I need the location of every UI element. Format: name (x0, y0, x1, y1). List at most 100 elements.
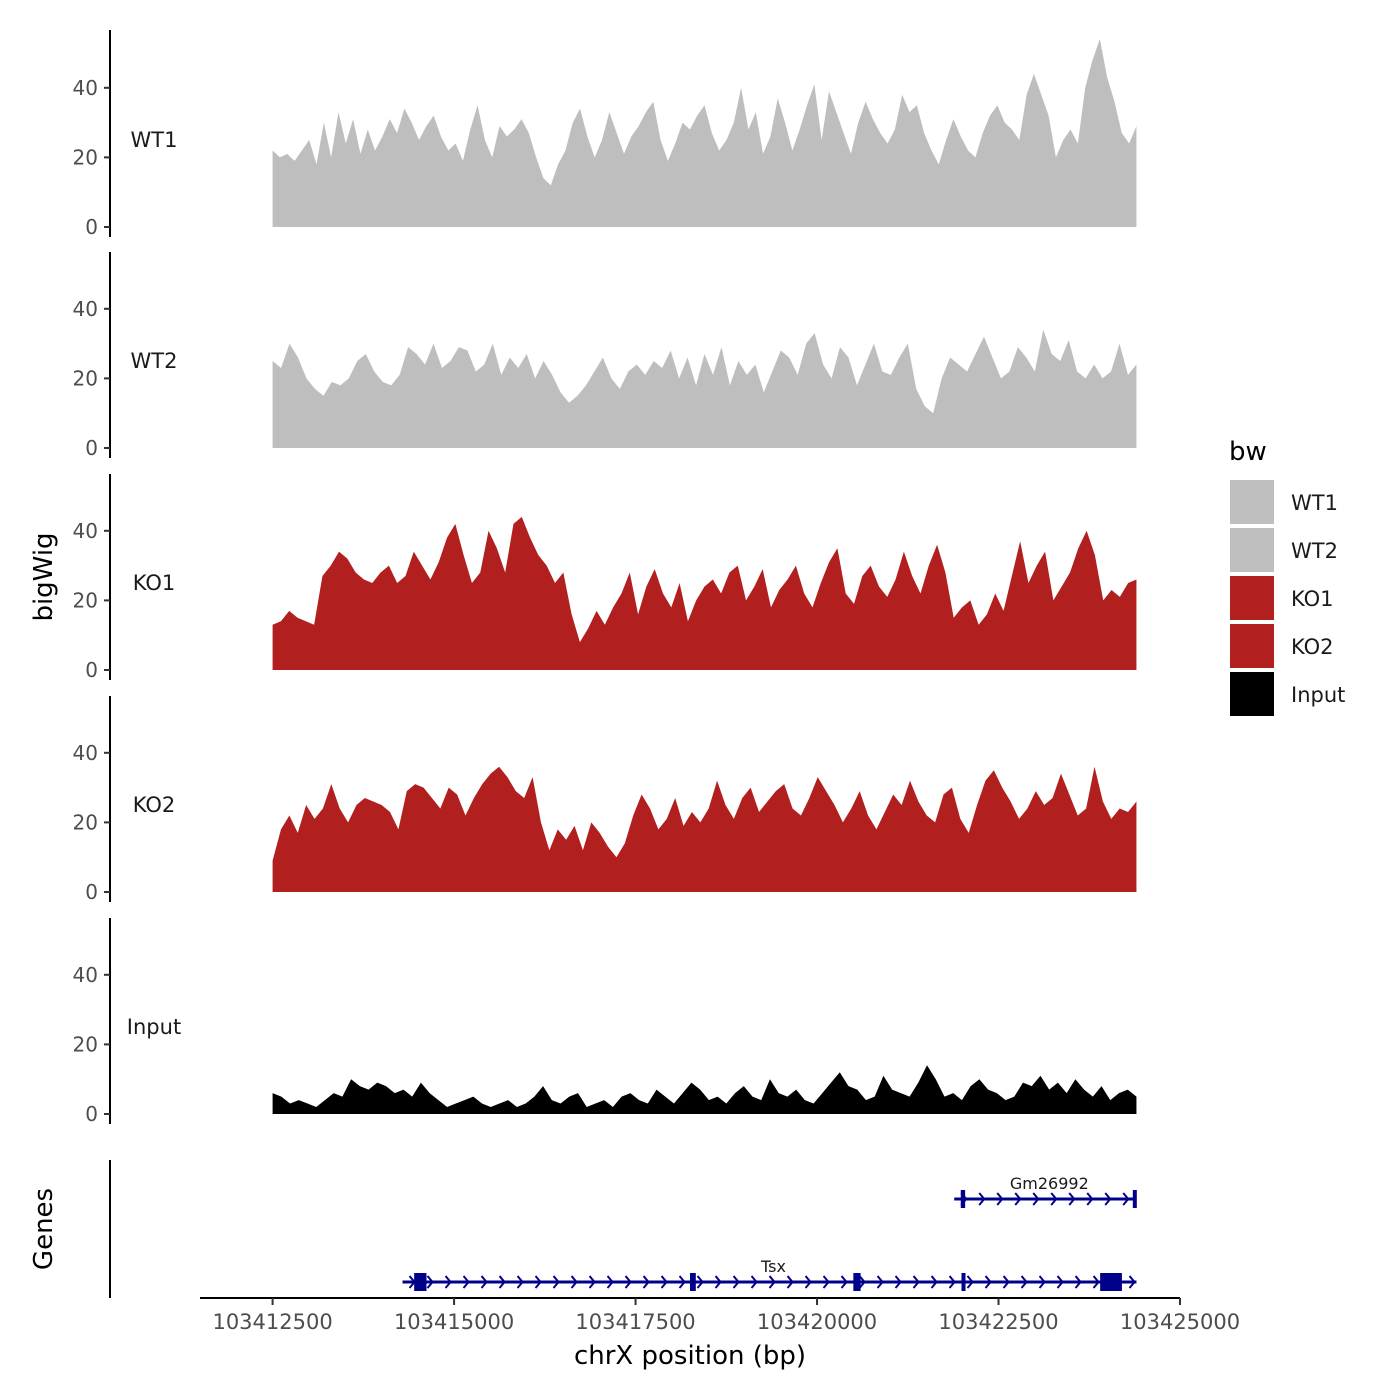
area-input (272, 1065, 1137, 1114)
exon (853, 1273, 861, 1291)
strand-arrow (552, 1275, 560, 1289)
legend-swatch (1230, 624, 1274, 668)
strand-arrow (660, 1275, 668, 1289)
strand-arrow (624, 1275, 632, 1289)
strand-arrow (1056, 1275, 1064, 1289)
strand-arrow (894, 1275, 902, 1289)
legend: bw WT1 WT2 KO1 KO2 Input (1229, 437, 1345, 716)
strand-arrow (1014, 1192, 1022, 1206)
genes-axis-title: Genes (29, 1188, 59, 1270)
y-axis-title: bigWig (29, 532, 59, 621)
gene-gm26992: Gm26992 (954, 1174, 1137, 1208)
strand-arrow (750, 1275, 758, 1289)
track-label: WT2 (131, 349, 178, 373)
area-ko1 (272, 516, 1137, 670)
exon (690, 1273, 696, 1291)
strand-arrow (1068, 1192, 1076, 1206)
strand-arrow (876, 1275, 884, 1289)
y-tick-label: 40 (73, 297, 98, 321)
strand-arrow (978, 1192, 986, 1206)
track-label: KO2 (133, 793, 176, 817)
track-wt2: 0 20 40 WT2 (73, 252, 1137, 460)
exon (414, 1273, 427, 1291)
y-tick-label: 20 (73, 366, 98, 390)
legend-label: KO1 (1291, 587, 1334, 611)
legend-label: KO2 (1291, 635, 1334, 659)
y-tick-label: 20 (73, 588, 98, 612)
exon (1100, 1273, 1122, 1291)
strand-arrow (912, 1275, 920, 1289)
strand-arrow (786, 1275, 794, 1289)
legend-label: WT2 (1291, 539, 1338, 563)
y-tick-label: 20 (73, 810, 98, 834)
legend-label: Input (1291, 683, 1345, 707)
strand-arrow (1032, 1192, 1040, 1206)
strand-arrow (714, 1275, 722, 1289)
x-axis: 103412500 103415000 103417500 103420000 1034… (200, 1297, 1240, 1334)
strand-arrow (606, 1275, 614, 1289)
strand-arrow (588, 1275, 596, 1289)
y-tick-label: 40 (73, 76, 98, 100)
strand-arrow (966, 1275, 974, 1289)
strand-arrow (996, 1192, 1004, 1206)
y-tick-label: 40 (73, 741, 98, 765)
gene-tsx: Tsx (402, 1257, 1137, 1291)
exon (960, 1190, 966, 1208)
strand-arrow (1104, 1192, 1112, 1206)
strand-arrow (570, 1275, 578, 1289)
legend-swatch (1230, 480, 1274, 524)
strand-arrow (732, 1275, 740, 1289)
strand-arrow (642, 1275, 650, 1289)
strand-arrow (768, 1275, 776, 1289)
track-panels: 0 20 40 WT1 0 20 40 WT2 0 20 40 KO1 0 20 40 KO2 0 20 40 Inp… (73, 30, 1137, 1126)
strand-arrow (1128, 1275, 1136, 1289)
track-wt1: 0 20 40 WT1 (73, 30, 1137, 239)
strand-arrow (930, 1275, 938, 1289)
legend-item-wt2: WT2 (1230, 528, 1338, 572)
strand-arrow (696, 1275, 704, 1289)
strand-arrow (516, 1275, 524, 1289)
track-label: KO1 (133, 571, 176, 595)
legend-swatch (1230, 576, 1274, 620)
x-tick-label: 103415000 (394, 1310, 514, 1334)
track-label: WT1 (131, 128, 178, 152)
strand-arrow (678, 1275, 686, 1289)
y-tick-label: 0 (85, 215, 98, 239)
genes-panel: Gm26992 Tsx (109, 1160, 1137, 1298)
y-tick-label: 20 (73, 145, 98, 169)
y-tick-label: 0 (85, 880, 98, 904)
track-ko1: 0 20 40 KO1 (73, 474, 1137, 682)
area-wt2 (272, 329, 1137, 448)
legend-title: bw (1229, 437, 1267, 467)
x-tick-label: 103425000 (1120, 1310, 1240, 1334)
track-input: 0 20 40 Input (73, 918, 1137, 1126)
strand-arrow (534, 1275, 542, 1289)
exon (961, 1273, 966, 1291)
legend-swatch (1230, 672, 1274, 716)
x-axis-title: chrX position (bp) (574, 1341, 806, 1371)
legend-swatch (1230, 528, 1274, 572)
x-tick-label: 103417500 (575, 1310, 695, 1334)
strand-arrow (498, 1275, 506, 1289)
strand-arrow (1038, 1275, 1046, 1289)
strand-arrow (822, 1275, 830, 1289)
track-ko2: 0 20 40 KO2 (73, 696, 1137, 904)
legend-item-wt1: WT1 (1230, 480, 1338, 524)
track-label: Input (127, 1015, 181, 1039)
strand-arrow (444, 1275, 452, 1289)
x-tick-label: 103420000 (757, 1310, 877, 1334)
y-tick-label: 40 (73, 963, 98, 987)
strand-arrow (1002, 1275, 1010, 1289)
y-tick-label: 40 (73, 519, 98, 543)
x-tick-label: 103412500 (212, 1310, 332, 1334)
legend-item-input: Input (1230, 672, 1345, 716)
legend-label: WT1 (1291, 491, 1338, 515)
strand-arrow (1020, 1275, 1028, 1289)
strand-arrow (1092, 1275, 1100, 1289)
strand-arrow (1086, 1192, 1094, 1206)
area-ko2 (272, 766, 1137, 892)
strand-arrow (1074, 1275, 1082, 1289)
x-tick-label: 103422500 (938, 1310, 1058, 1334)
legend-item-ko1: KO1 (1230, 576, 1334, 620)
